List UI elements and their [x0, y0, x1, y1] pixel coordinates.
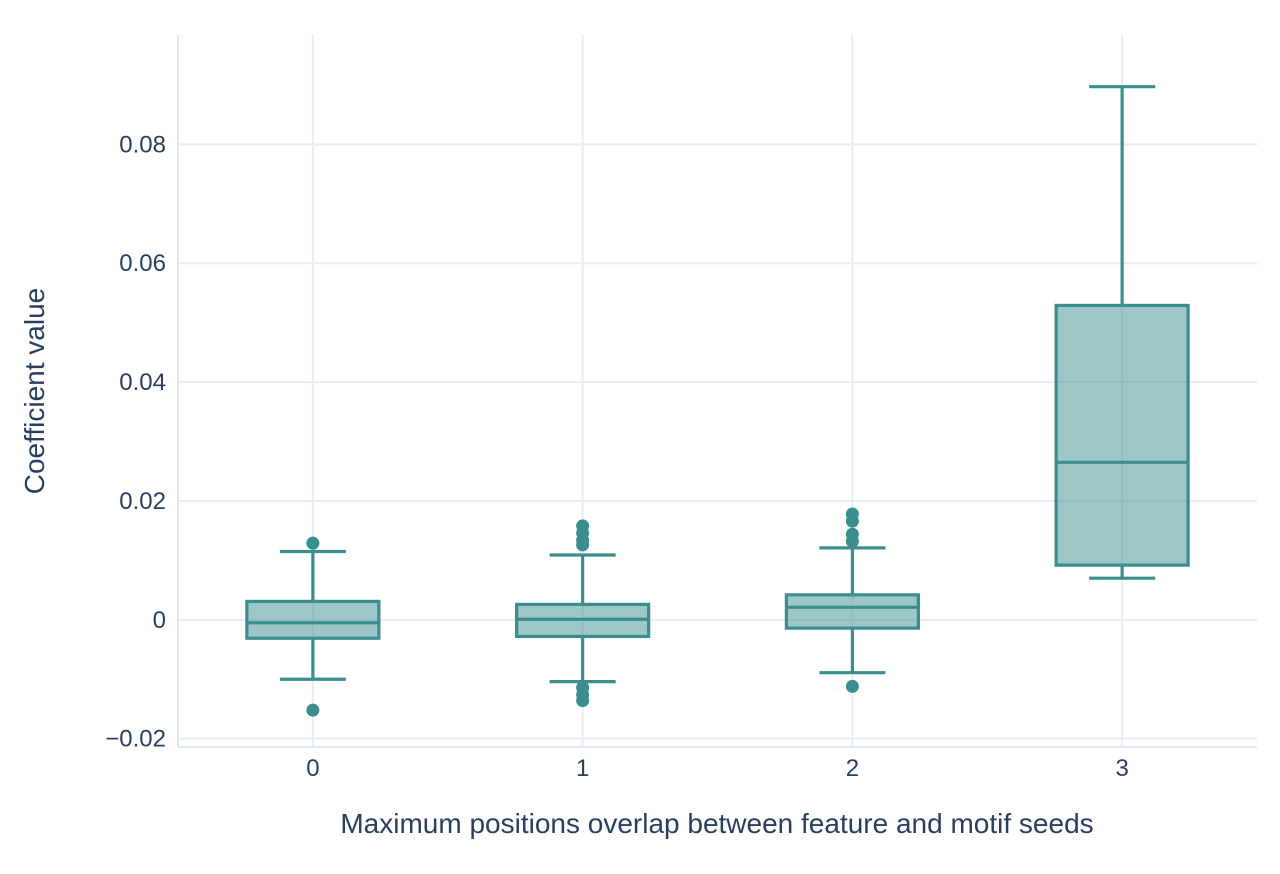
y-tick-label: −0.02 [105, 726, 166, 753]
x-tick-label: 2 [846, 755, 859, 782]
iqr-box [245, 599, 381, 640]
outlier-point [576, 538, 590, 552]
axis-lines [177, 35, 1257, 748]
y-tick-label: 0.04 [119, 369, 166, 396]
iqr-box [784, 593, 920, 630]
y-axis-title: Coefficient value [19, 288, 50, 495]
box-group-0 [245, 536, 381, 717]
outlier-point [306, 536, 320, 550]
outlier-point [845, 534, 859, 548]
y-tick-label: 0.06 [119, 250, 166, 277]
y-tick-label: 0 [153, 607, 166, 634]
outlier-point [845, 679, 859, 693]
outlier-point [306, 703, 320, 717]
x-tick-label: 1 [576, 755, 589, 782]
x-axis-title: Maximum positions overlap between featur… [340, 808, 1093, 839]
x-tick-label: 0 [306, 755, 319, 782]
outlier-point [845, 514, 859, 528]
box-group-2 [784, 507, 920, 693]
x-tick-label: 3 [1115, 755, 1128, 782]
box-group-3 [1054, 85, 1190, 580]
iqr-box [1054, 303, 1190, 567]
tick-labels: 0.08 0.06 0.04 0.02 0 −0.02 0 1 2 3 [105, 131, 1129, 782]
box-group-1 [515, 519, 651, 708]
y-tick-label: 0.02 [119, 488, 166, 515]
box-traces [245, 85, 1190, 717]
outlier-point [576, 694, 590, 708]
y-tick-label: 0.08 [119, 131, 166, 158]
